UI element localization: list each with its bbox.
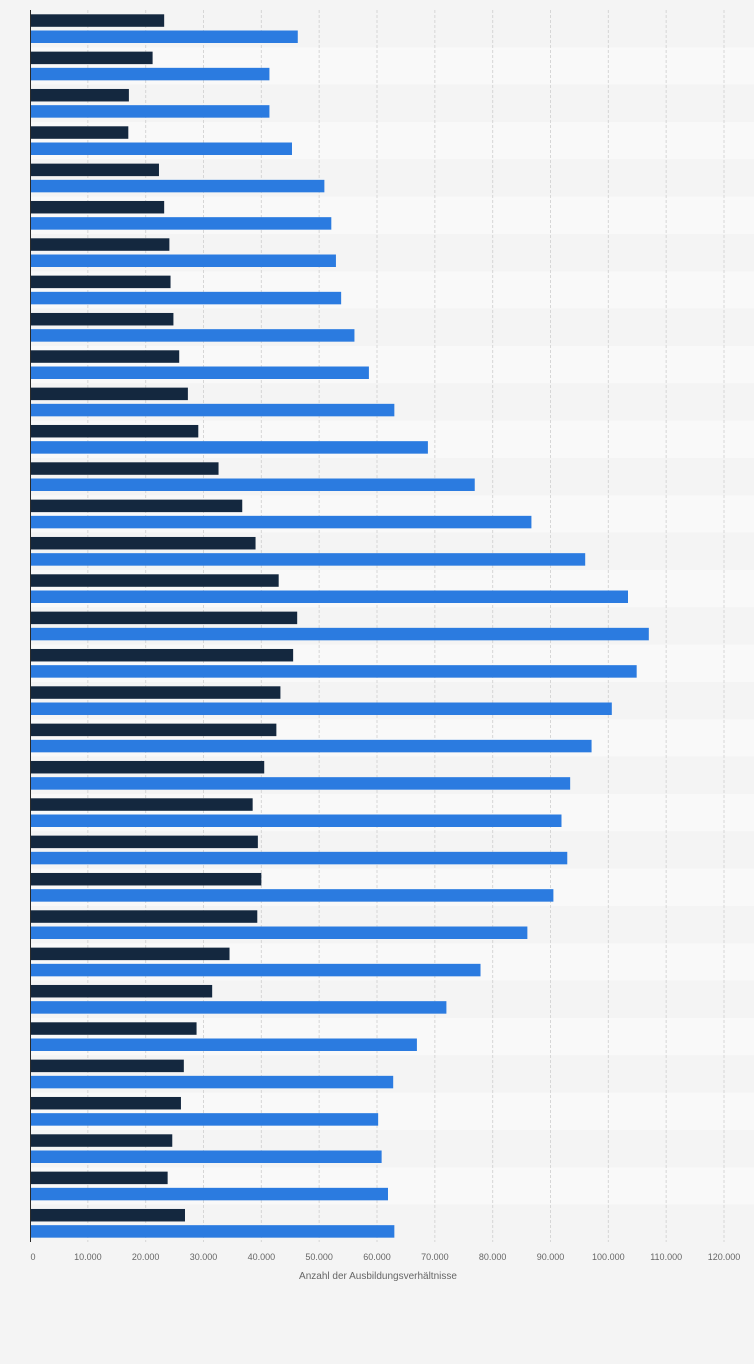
bar-series-2[interactable] (30, 403, 395, 417)
bar-series-2[interactable] (30, 926, 528, 940)
bar-series-2[interactable] (30, 553, 586, 566)
bar-series-2[interactable] (30, 291, 342, 305)
bar-series-2[interactable] (30, 1038, 417, 1052)
bar-series-1[interactable] (30, 275, 171, 289)
bar-series-2[interactable] (30, 851, 568, 865)
bar-series-1[interactable] (30, 835, 258, 849)
bar-series-1[interactable] (30, 126, 129, 139)
bar-series-2[interactable] (30, 1075, 394, 1089)
bar-series-2[interactable] (30, 627, 649, 641)
bar-series-2[interactable] (30, 254, 336, 268)
x-tick-label: 60.000 (363, 1252, 391, 1262)
bar-series-2[interactable] (30, 179, 325, 193)
x-tick-label: 0 (30, 1252, 35, 1262)
bar-series-2[interactable] (30, 963, 481, 977)
bar-series-1[interactable] (30, 648, 294, 662)
bar-series-2[interactable] (30, 105, 270, 118)
bar-series-2[interactable] (30, 441, 428, 454)
gridlines (87, 10, 725, 1242)
bar-series-1[interactable] (30, 947, 230, 961)
x-axis: 0 10.000 20.000 30.000 40.000 50.000 60.000 70.… (30, 10, 740, 1262)
bar-series-2[interactable] (30, 30, 298, 44)
bar-series-2[interactable] (30, 665, 637, 678)
bar-series-1[interactable] (30, 200, 165, 214)
x-tick-label: 30.000 (190, 1252, 218, 1262)
bar-series-1[interactable] (30, 88, 129, 102)
bar-series-1[interactable] (30, 536, 256, 550)
bar-series-1[interactable] (30, 1059, 184, 1073)
bar-series-1[interactable] (30, 387, 188, 401)
bar-series-2[interactable] (30, 702, 612, 716)
bar-series-1[interactable] (30, 312, 174, 326)
bar-series-1[interactable] (30, 499, 243, 513)
bar-series-1[interactable] (30, 686, 281, 699)
x-tick-label: 80.000 (479, 1252, 507, 1262)
bar-series-2[interactable] (30, 329, 355, 342)
bar-series-1[interactable] (30, 1096, 181, 1110)
bars (30, 14, 649, 1238)
bar-series-1[interactable] (30, 238, 170, 251)
bar-series-1[interactable] (30, 872, 262, 886)
bar-series-1[interactable] (30, 798, 253, 811)
bar-series-1[interactable] (30, 1134, 173, 1147)
bar-series-2[interactable] (30, 1113, 379, 1126)
bar-series-2[interactable] (30, 1150, 382, 1164)
x-tick-label: 110.000 (650, 1252, 682, 1262)
bar-series-1[interactable] (30, 462, 219, 475)
bar-series-2[interactable] (30, 515, 532, 529)
bar-series-1[interactable] (30, 424, 199, 438)
bar-series-1[interactable] (30, 1022, 197, 1035)
bar-series-1[interactable] (30, 350, 180, 363)
x-tick-label: 20.000 (132, 1252, 160, 1262)
x-axis-title: Anzahl der Ausbildungsverhältnisse (299, 1271, 457, 1282)
x-tick-label: 10.000 (74, 1252, 102, 1262)
x-tick-label: 90.000 (537, 1252, 565, 1262)
bar-series-1[interactable] (30, 51, 153, 65)
bar-series-2[interactable] (30, 739, 592, 753)
bar-series-1[interactable] (30, 1208, 185, 1222)
x-tick-label: 70.000 (421, 1252, 449, 1262)
bar-series-1[interactable] (30, 760, 265, 774)
bar-series-1[interactable] (30, 910, 258, 923)
bar-series-2[interactable] (30, 67, 270, 81)
bar-series-1[interactable] (30, 14, 165, 27)
bar-series-2[interactable] (30, 366, 369, 380)
bar-series-2[interactable] (30, 777, 571, 790)
bar-series-1[interactable] (30, 611, 298, 625)
x-tick-label: 100.000 (592, 1252, 625, 1262)
bar-series-1[interactable] (30, 723, 277, 737)
bar-series-2[interactable] (30, 814, 562, 828)
bar-series-1[interactable] (30, 163, 159, 177)
x-tick-label: 120.000 (708, 1252, 741, 1262)
bar-series-2[interactable] (30, 142, 292, 156)
x-tick-label: 40.000 (248, 1252, 276, 1262)
bar-series-2[interactable] (30, 1225, 395, 1238)
bar-series-1[interactable] (30, 574, 279, 587)
bar-series-2[interactable] (30, 1187, 388, 1201)
bar-series-2[interactable] (30, 217, 332, 230)
bar-series-2[interactable] (30, 889, 554, 902)
bar-series-1[interactable] (30, 984, 213, 998)
bar-series-2[interactable] (30, 1001, 447, 1014)
x-tick-label: 50.000 (305, 1252, 333, 1262)
bar-series-1[interactable] (30, 1171, 168, 1185)
bar-series-2[interactable] (30, 478, 475, 492)
bar-series-2[interactable] (30, 590, 628, 604)
row-bands (30, 10, 754, 1242)
